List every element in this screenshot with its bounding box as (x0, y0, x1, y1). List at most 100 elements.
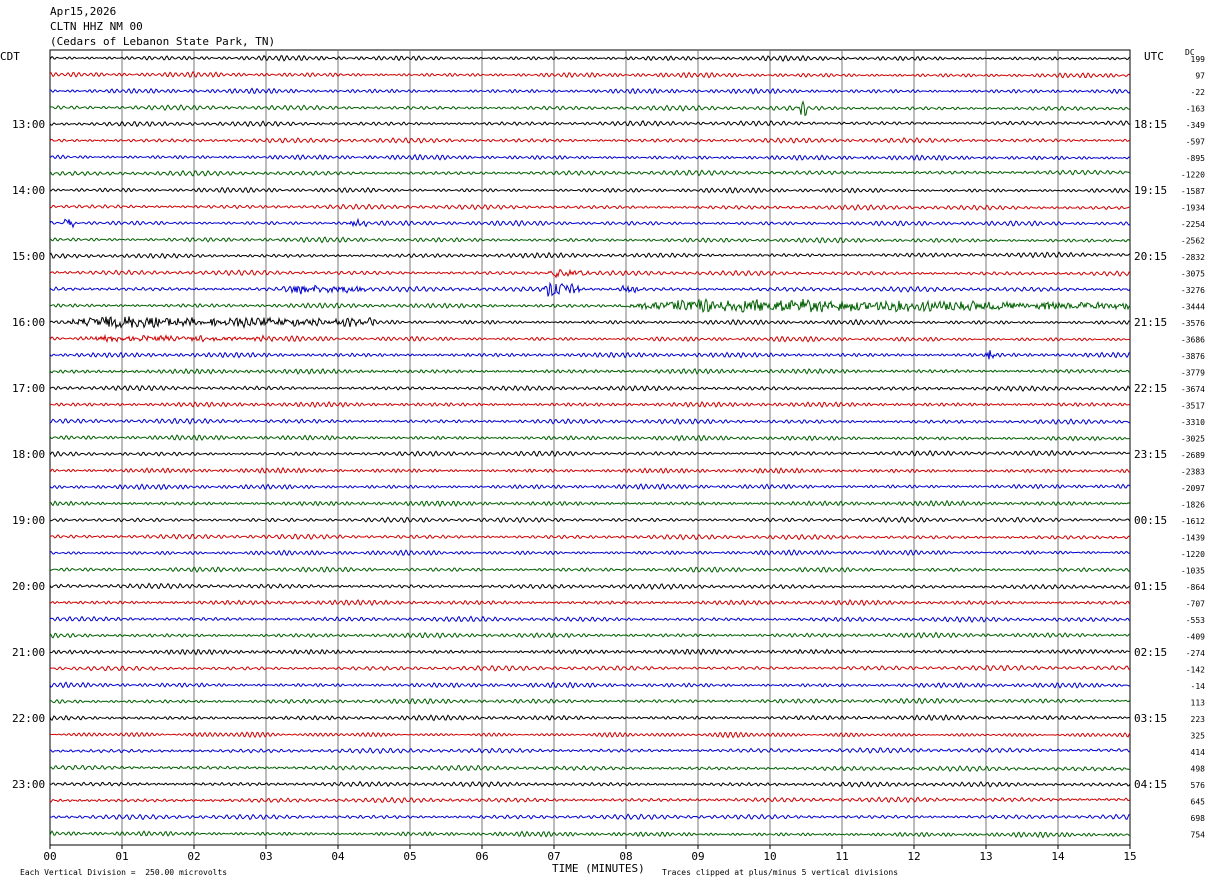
right-hour-label: 22:15 (1134, 382, 1167, 395)
dc-offset-label: -1220 (1181, 171, 1205, 180)
trace-row (49, 566, 1131, 573)
x-tick-label: 14 (1051, 850, 1065, 863)
dc-offset-label: 223 (1191, 715, 1206, 724)
dc-offset-label: -349 (1186, 121, 1205, 130)
trace-row (49, 466, 1131, 474)
dc-offset-label: -163 (1186, 105, 1205, 114)
right-timezone-label: UTC (1144, 50, 1164, 63)
trace-row (49, 217, 1131, 229)
dc-offset-label: -1587 (1181, 187, 1205, 196)
dc-offset-label: -2383 (1181, 468, 1205, 477)
x-tick-label: 07 (547, 850, 560, 863)
x-tick-label: 12 (907, 850, 920, 863)
x-tick-label: 08 (619, 850, 632, 863)
x-tick-label: 10 (763, 850, 776, 863)
dc-offset-label: -274 (1186, 649, 1205, 658)
trace-row (49, 434, 1131, 442)
trace-row (49, 169, 1131, 177)
left-hour-label: 13:00 (12, 118, 45, 131)
trace-row (49, 316, 1131, 330)
dc-offset-label: -3025 (1181, 435, 1205, 444)
trace-row (49, 186, 1131, 194)
dc-offset-label: -2832 (1181, 253, 1205, 262)
x-tick-label: 09 (691, 850, 704, 863)
trace-row (49, 87, 1131, 95)
trace-row (49, 203, 1131, 211)
right-hour-label: 03:15 (1134, 712, 1167, 725)
trace-row (49, 516, 1131, 524)
dc-offset-label: -1439 (1181, 534, 1205, 543)
dc-offset-label: 199 (1191, 55, 1206, 64)
trace-row (49, 731, 1131, 739)
dc-offset-label: 113 (1191, 699, 1206, 708)
dc-offset-label: -3310 (1181, 418, 1205, 427)
trace-row (49, 54, 1131, 63)
dc-offset-label: -1220 (1181, 550, 1205, 559)
trace-row (49, 681, 1131, 689)
dc-offset-label: -2562 (1181, 237, 1205, 246)
trace-row (49, 153, 1131, 162)
x-axis-title: TIME (MINUTES) (552, 862, 645, 875)
trace-row (49, 648, 1131, 656)
left-hour-label: 23:00 (12, 778, 45, 791)
trace-row (49, 333, 1131, 344)
trace-row (49, 615, 1131, 624)
dc-offset-label: -409 (1186, 633, 1205, 642)
dc-offset-label: -1035 (1181, 567, 1205, 576)
trace-row (49, 697, 1131, 705)
trace-row (49, 100, 1131, 117)
dc-offset-label: -3674 (1181, 385, 1205, 394)
trace-row (49, 350, 1131, 360)
trace-row (49, 764, 1131, 773)
trace-row (49, 549, 1131, 557)
x-tick-label: 02 (187, 850, 200, 863)
trace-row (49, 631, 1131, 639)
trace-row (49, 830, 1131, 839)
right-hour-label: 19:15 (1134, 184, 1167, 197)
dc-offset-label: -3686 (1181, 336, 1205, 345)
left-hour-label: 19:00 (12, 514, 45, 527)
dc-offset-label: -864 (1186, 583, 1205, 592)
trace-row (49, 598, 1131, 607)
dc-offset-label: -3779 (1181, 369, 1205, 378)
scale-note: Each Vertical Division = 250.00 microvol… (20, 868, 228, 877)
dc-column-label: DC (1185, 48, 1195, 57)
dc-offset-label: 754 (1191, 831, 1206, 840)
left-hour-label: 18:00 (12, 448, 45, 461)
trace-row (49, 120, 1131, 128)
dc-offset-label: 414 (1191, 748, 1206, 757)
dc-offset-label: -3576 (1181, 319, 1205, 328)
trace-row (49, 499, 1131, 508)
trace-row (49, 70, 1131, 79)
right-hour-label: 23:15 (1134, 448, 1167, 461)
dc-offset-label: -3517 (1181, 402, 1205, 411)
dc-offset-label: -1934 (1181, 204, 1205, 213)
left-hour-label: 17:00 (12, 382, 45, 395)
x-tick-label: 00 (43, 850, 56, 863)
trace-row (49, 747, 1131, 754)
trace-row (49, 449, 1131, 458)
dc-offset-label: 576 (1191, 781, 1206, 790)
left-hour-label: 21:00 (12, 646, 45, 659)
trace-row (49, 367, 1131, 375)
dc-offset-label: -895 (1186, 154, 1205, 163)
dc-offset-label: -2097 (1181, 484, 1205, 493)
trace-row (49, 483, 1131, 491)
trace-row (49, 582, 1131, 591)
trace-row (49, 268, 1131, 279)
x-tick-label: 03 (259, 850, 272, 863)
trace-row (49, 533, 1131, 541)
left-timezone-label: CDT (0, 50, 20, 63)
trace-row (49, 251, 1131, 260)
station-label: CLTN HHZ NM 00 (50, 20, 143, 33)
dc-offset-label: 97 (1195, 72, 1205, 81)
dc-offset-label: -22 (1191, 88, 1206, 97)
dc-offset-label: 698 (1191, 814, 1206, 823)
right-hour-label: 02:15 (1134, 646, 1167, 659)
left-hour-label: 14:00 (12, 184, 45, 197)
left-hour-label: 15:00 (12, 250, 45, 263)
dc-offset-label: 498 (1191, 765, 1206, 774)
right-hour-label: 04:15 (1134, 778, 1167, 791)
dc-offset-label: -2689 (1181, 451, 1205, 460)
